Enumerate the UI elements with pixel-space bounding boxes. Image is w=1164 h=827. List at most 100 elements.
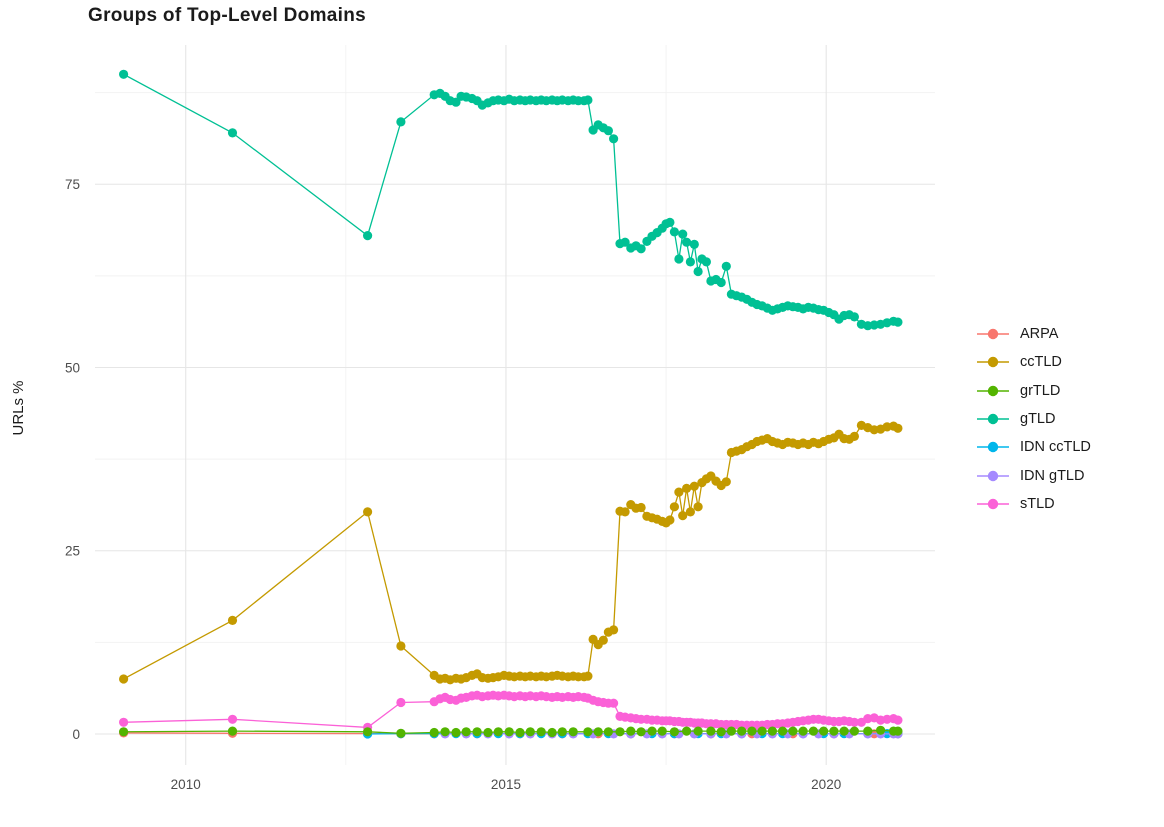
- y-tick-label: 0: [72, 727, 80, 742]
- legend-dot-icon: [987, 470, 999, 481]
- gridlines-major: [95, 45, 935, 765]
- data-point-grtld: [778, 726, 788, 736]
- data-point-cctld: [669, 502, 680, 512]
- data-point-gtld: [609, 134, 619, 144]
- data-point-cctld: [609, 625, 619, 635]
- x-tick-label: 2010: [171, 777, 201, 792]
- data-point-gtld: [674, 254, 684, 264]
- legend-label: ARPA: [1020, 326, 1059, 343]
- series-gtld: [119, 69, 903, 331]
- legend-label: IDN ccTLD: [1020, 439, 1091, 456]
- data-point-gtld: [685, 257, 696, 267]
- data-point-grtld: [557, 727, 567, 737]
- data-point-gtld: [893, 317, 903, 327]
- data-point-gtld: [603, 126, 614, 136]
- series-stld: [119, 690, 903, 733]
- data-point-grtld: [483, 727, 493, 738]
- data-point-grtld: [461, 727, 471, 737]
- data-point-cctld: [682, 483, 692, 493]
- data-point-gtld: [396, 117, 406, 127]
- data-point-cctld: [227, 615, 238, 626]
- legend-dot-icon: [987, 328, 999, 340]
- data-point-grtld: [593, 727, 603, 737]
- data-point-cctld: [363, 507, 373, 517]
- data-point-cctld: [693, 502, 703, 512]
- data-point-gtld: [701, 257, 712, 267]
- data-point-grtld: [747, 726, 757, 736]
- data-point-grtld: [808, 726, 819, 736]
- data-point-stld: [396, 697, 406, 708]
- legend-key-icon: [977, 442, 1009, 453]
- data-point-grtld: [525, 727, 535, 737]
- data-point-grtld: [227, 726, 238, 736]
- data-point-cctld: [721, 477, 731, 487]
- legend-dot-icon: [987, 357, 999, 368]
- data-point-grtld: [839, 726, 849, 736]
- data-point-grtld: [669, 727, 680, 737]
- data-point-cctld: [665, 515, 675, 525]
- gridlines-minor: [95, 45, 935, 765]
- data-point-gtld: [119, 69, 129, 79]
- data-point-grtld: [757, 726, 767, 736]
- data-point-gtld: [583, 95, 593, 105]
- data-point-cctld: [674, 487, 684, 497]
- data-point-cctld: [583, 671, 593, 681]
- data-point-gtld: [669, 227, 680, 237]
- data-point-grtld: [536, 727, 546, 737]
- legend-key-icon: [977, 385, 1009, 396]
- series-cctld: [119, 420, 903, 685]
- y-tick-label: 50: [65, 360, 80, 375]
- legend-label: grTLD: [1020, 382, 1061, 399]
- data-point-cctld: [893, 423, 903, 433]
- data-point-grtld: [682, 726, 692, 736]
- data-point-grtld: [829, 726, 839, 736]
- legend-label: gTLD: [1020, 411, 1056, 428]
- x-tick-label: 2015: [491, 777, 521, 792]
- chart-title: Groups of Top-Level Domains: [88, 5, 366, 26]
- data-point-grtld: [429, 727, 439, 738]
- data-point-gtld: [693, 266, 703, 277]
- legend-key-icon: [977, 413, 1009, 425]
- legend-key-icon: [977, 498, 1009, 510]
- legend-label: sTLD: [1020, 495, 1055, 512]
- legend-item-idn-gtld: IDN gTLD: [975, 461, 1091, 489]
- legend-item-grtld: grTLD: [975, 377, 1091, 405]
- data-point-grtld: [893, 726, 903, 736]
- data-point-grtld: [493, 727, 503, 737]
- data-point-grtld: [515, 727, 525, 738]
- data-point-stld: [893, 715, 903, 725]
- legend-label: IDN gTLD: [1020, 467, 1085, 484]
- data-point-gtld: [665, 217, 675, 227]
- data-point-cctld: [598, 635, 608, 645]
- data-point-gtld: [363, 231, 373, 241]
- data-point-grtld: [706, 726, 716, 736]
- legend-key-icon: [977, 470, 1009, 481]
- data-point-grtld: [636, 727, 646, 737]
- data-point-grtld: [657, 726, 667, 736]
- legend-item-gtld: gTLD: [975, 405, 1091, 433]
- series-line-gtld: [123, 73, 899, 327]
- data-point-grtld: [603, 727, 614, 737]
- data-point-grtld: [737, 726, 747, 736]
- data-point-grtld: [647, 726, 657, 736]
- data-point-gtld: [227, 128, 238, 138]
- data-point-cctld: [396, 641, 406, 651]
- data-point-stld: [849, 717, 860, 727]
- data-point-grtld: [693, 726, 703, 736]
- data-point-grtld: [396, 728, 406, 738]
- data-point-gtld: [689, 239, 699, 249]
- data-point-stld: [119, 717, 129, 727]
- data-point-stld: [227, 714, 238, 724]
- data-point-gtld: [849, 312, 860, 322]
- data-point-grtld: [819, 726, 829, 736]
- legend-dot-icon: [987, 442, 999, 453]
- legend-key-icon: [977, 357, 1009, 368]
- legend-dot-icon: [987, 413, 999, 425]
- legend-dot-icon: [987, 385, 999, 396]
- data-point-grtld: [788, 726, 798, 736]
- data-point-gtld: [716, 277, 726, 288]
- data-point-cctld: [620, 507, 630, 517]
- legend-item-idn-cctld: IDN ccTLD: [975, 433, 1091, 461]
- data-point-cctld: [849, 431, 860, 441]
